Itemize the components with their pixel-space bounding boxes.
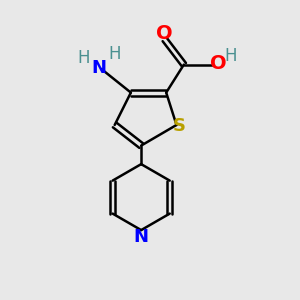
Text: N: N	[134, 228, 149, 246]
Text: H: H	[108, 45, 121, 63]
Text: N: N	[91, 58, 106, 76]
Text: H: H	[77, 49, 90, 67]
Text: S: S	[173, 117, 186, 135]
Text: H: H	[225, 47, 237, 65]
Text: O: O	[156, 24, 172, 43]
Text: O: O	[210, 54, 226, 73]
